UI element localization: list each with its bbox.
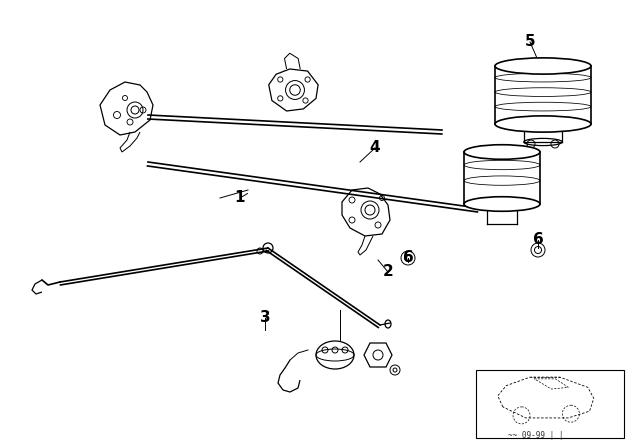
Ellipse shape [495,116,591,132]
Bar [476,370,624,438]
Text: 1: 1 [235,190,245,206]
Text: 4: 4 [370,141,380,155]
Ellipse shape [495,58,591,74]
Text: 5: 5 [525,34,535,49]
Ellipse shape [464,145,540,159]
Text: 3: 3 [260,310,270,326]
Text: ~~ 09-99 | |: ~~ 09-99 | | [508,431,564,439]
Text: 2: 2 [383,264,394,280]
Ellipse shape [464,197,540,211]
Text: 6: 6 [403,250,413,266]
Text: 6: 6 [532,233,543,247]
